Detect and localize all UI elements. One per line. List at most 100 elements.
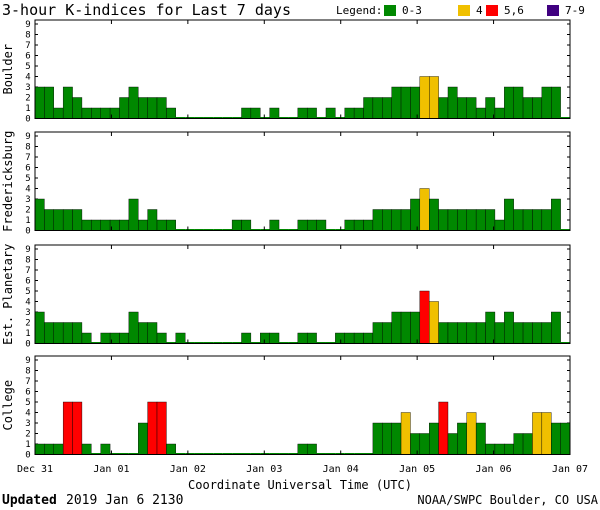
bar — [166, 219, 176, 231]
bar — [53, 322, 64, 344]
bar — [279, 342, 289, 344]
y-tick-label: 8 — [25, 367, 30, 377]
bar — [250, 229, 261, 231]
updated-label: Updated — [2, 493, 57, 508]
bar — [194, 342, 204, 344]
bar — [325, 107, 336, 119]
bar — [382, 422, 392, 455]
bar — [222, 229, 233, 231]
y-tick-label: 2 — [25, 319, 30, 329]
bar — [372, 97, 383, 119]
bar — [494, 443, 505, 455]
legend-entry-7-9: 7-9 — [565, 4, 585, 17]
y-tick-label: 6 — [25, 388, 30, 398]
y-tick-label: 9 — [25, 132, 30, 142]
bar — [306, 219, 317, 231]
bar — [269, 107, 280, 119]
bar — [156, 332, 167, 344]
bar — [391, 209, 402, 231]
bar — [532, 97, 543, 119]
y-tick-label: 2 — [25, 94, 30, 104]
bar — [232, 453, 242, 455]
bar — [138, 422, 148, 455]
bar — [279, 229, 289, 231]
bar — [522, 322, 533, 344]
y-tick-label: 0 — [25, 227, 30, 237]
bar — [241, 107, 252, 119]
bar — [466, 412, 477, 455]
bar — [504, 198, 514, 231]
bar — [391, 311, 402, 344]
bar — [213, 342, 223, 344]
bar — [419, 188, 430, 231]
bar — [372, 422, 383, 455]
bar — [410, 433, 421, 455]
bar — [241, 453, 251, 455]
bar — [269, 332, 280, 344]
y-tick-label: 3 — [25, 83, 30, 93]
bar — [128, 453, 139, 455]
bar — [260, 229, 270, 231]
legend-swatch-7-9 — [547, 5, 559, 16]
bar — [100, 219, 111, 231]
bar — [222, 342, 233, 344]
bar — [138, 219, 148, 231]
bar — [400, 209, 411, 231]
y-tick-label: 4 — [25, 409, 30, 419]
bar — [372, 209, 383, 231]
bar — [166, 342, 176, 344]
bar — [429, 76, 439, 119]
bar — [81, 332, 92, 344]
y-tick-label: 9 — [25, 356, 30, 366]
bar — [457, 209, 467, 231]
bar — [522, 209, 533, 231]
bar — [457, 97, 467, 119]
x-tick-label: Jan 04 — [323, 464, 359, 475]
bar — [34, 198, 45, 231]
bar — [419, 76, 430, 119]
x-tick-label: Jan 07 — [552, 464, 588, 475]
bar — [560, 422, 571, 455]
bar — [438, 209, 449, 231]
bar — [156, 401, 167, 455]
bar — [522, 97, 533, 119]
bar — [288, 229, 298, 231]
bar — [344, 332, 355, 344]
bar — [513, 322, 524, 344]
bar — [372, 322, 383, 344]
bar — [353, 219, 364, 231]
bar — [297, 443, 308, 455]
y-tick-label: 4 — [25, 298, 30, 308]
bar — [250, 107, 261, 119]
bar — [457, 422, 467, 455]
x-tick-label: Jan 05 — [399, 464, 435, 475]
y-tick-label: 3 — [25, 308, 30, 318]
bar — [316, 342, 326, 344]
panel-label: Boulder — [1, 44, 15, 95]
bar — [260, 332, 270, 344]
y-tick-label: 1 — [25, 216, 30, 226]
bar — [119, 97, 130, 119]
bar — [81, 443, 92, 455]
bar — [410, 198, 421, 231]
bar — [485, 311, 496, 344]
bar — [138, 322, 148, 344]
bar — [175, 229, 186, 231]
bar — [44, 322, 54, 344]
bar — [34, 443, 45, 455]
bar — [250, 453, 261, 455]
bar — [335, 117, 345, 119]
bar — [429, 422, 439, 455]
panel-label: College — [1, 380, 15, 431]
bar — [316, 117, 326, 119]
bar — [363, 332, 374, 344]
bar — [475, 322, 486, 344]
bar — [34, 311, 45, 344]
bar — [344, 219, 355, 231]
bar — [447, 322, 458, 344]
y-tick-label: 6 — [25, 164, 30, 174]
legend-entry-0-3: 0-3 — [402, 4, 422, 17]
bar — [475, 422, 486, 455]
bar — [119, 219, 130, 231]
